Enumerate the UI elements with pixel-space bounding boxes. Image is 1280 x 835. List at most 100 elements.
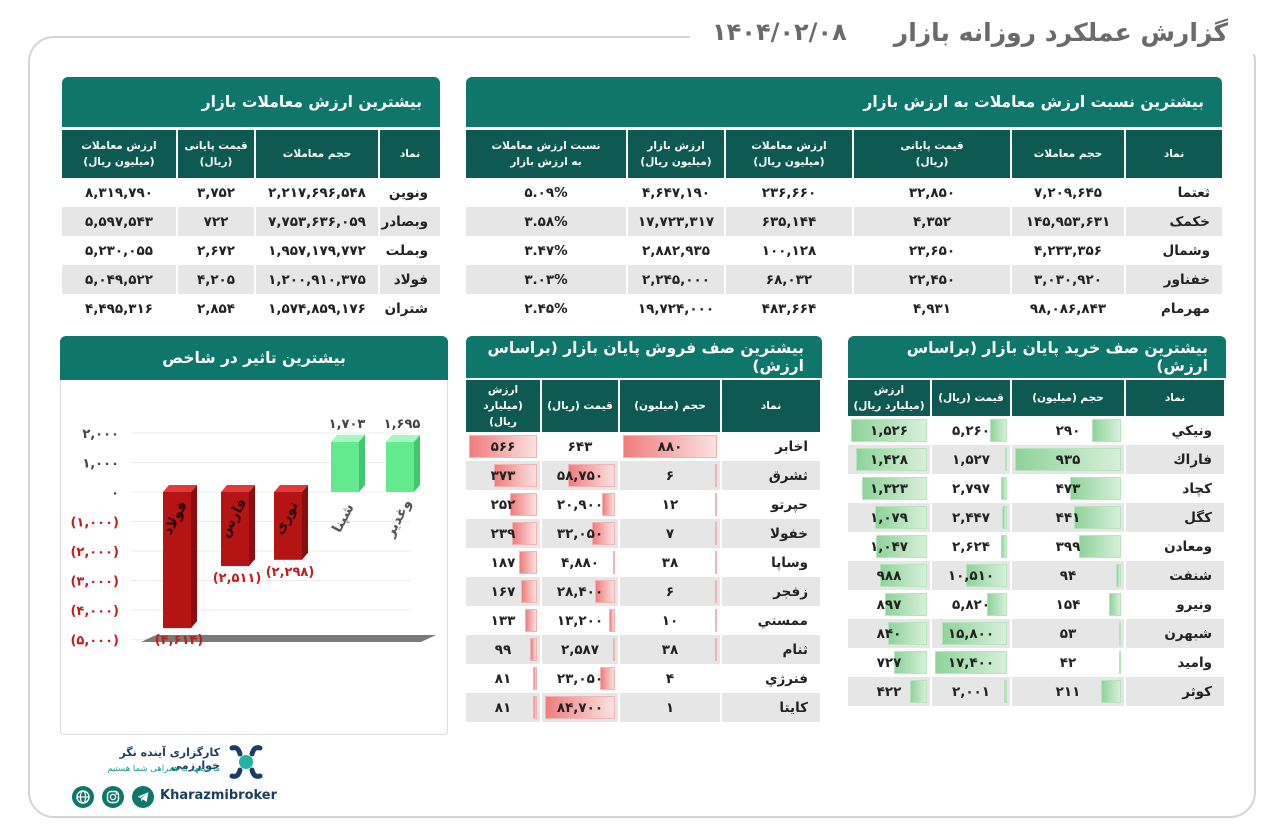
bar-side [359, 434, 365, 492]
bar-فارس [221, 492, 249, 567]
value-cell: ۹۹ [466, 635, 540, 664]
symbol-cell: واميد [1124, 648, 1224, 677]
cell-value: ۱۷,۴۰۰ [947, 654, 995, 671]
value-cell: ۲,۸۸۲,۹۳۵ [626, 236, 724, 265]
table-row: فاراك ۹۳۵ ۱,۵۲۷ ۱,۴۲۸ [848, 445, 1224, 474]
instagram-icon[interactable] [102, 786, 124, 808]
symbol-cell: كوثر [1124, 677, 1224, 706]
y-tick-label: ۱,۰۰۰ [82, 457, 119, 472]
table-row: كايتا ۱ ۸۴,۷۰۰ ۸۱ [466, 693, 820, 722]
col-close: قیمت پایانی (ریال) [852, 130, 1010, 178]
cell-value: ۵,۲۶۰ [951, 422, 991, 439]
col-symbol: نماد [720, 380, 820, 432]
value-cell: ۱,۰۷۹ [848, 503, 930, 532]
value-cell: ۴,۸۸۰ [540, 548, 618, 577]
cell-value: ۱۵,۸۰۰ [947, 625, 995, 642]
value-cell: ۹۸,۰۸۶,۸۴۳ [1010, 294, 1124, 323]
value-cell: ۶ [618, 461, 720, 490]
value-bar [715, 580, 717, 603]
table-row: خفناور ۳,۰۳۰,۹۲۰ ۲۲,۴۵۰ ۶۸,۰۳۲ ۲,۲۴۵,۰۰۰ ۳.۰۳… [466, 265, 1222, 294]
cell-value: ۱۰,۵۱۰ [947, 567, 995, 584]
cell-value: ۱۶۷ [490, 583, 516, 600]
symbol-cell: اخابر [720, 432, 820, 461]
value-cell: ۵,۸۲۰ [930, 590, 1010, 619]
col-volume: حجم (میلیون) [1010, 380, 1124, 416]
col-symbol: نماد [378, 130, 440, 178]
table-row: خفولا ۷ ۳۲,۰۵۰ ۲۳۹ [466, 519, 820, 548]
value-bar [608, 609, 615, 632]
col-market-value: ارزش بازار (میلیون ریال) [626, 130, 724, 178]
symbol-cell: كايتا [720, 693, 820, 722]
value-bar [887, 622, 927, 645]
value-cell: ۹۴ [1010, 561, 1124, 590]
value-bar [879, 564, 927, 587]
value-bar [520, 580, 537, 603]
value-cell: ۴,۲۳۳,۳۵۶ [1010, 236, 1124, 265]
bar-value-label: (۴,۶۱۴) [155, 633, 204, 648]
value-cell: ۱۵,۸۰۰ [930, 619, 1010, 648]
category-label: وغدیر [381, 497, 415, 541]
cell-value: ۱,۵۲۶ [869, 422, 909, 439]
value-bar [966, 564, 1007, 587]
cell-value: ۶۴۳ [567, 438, 593, 455]
value-bar [1115, 564, 1121, 587]
table-row: كچاد ۴۷۳ ۲,۷۹۷ ۱,۳۲۳ [848, 474, 1224, 503]
value-bar [874, 506, 927, 529]
impact-title: بیشترین تاثیر در شاخص [60, 336, 448, 380]
value-cell: ۳۸ [618, 635, 720, 664]
cell-value: ۸۹۷ [876, 596, 902, 613]
value-bar [1069, 477, 1121, 500]
table-row: ممسني ۱۰ ۱۳,۲۰۰ ۱۳۳ [466, 606, 820, 635]
cell-value: ۳۸ [661, 554, 679, 571]
value-cell: ۵۳ [1010, 619, 1124, 648]
value-cell: ۵,۲۶۰ [930, 416, 1010, 445]
table-row: وبملت ۱,۹۵۷,۱۷۹,۷۷۲ ۲,۶۷۲ ۵,۲۳۰,۰۵۵ [62, 236, 440, 265]
value-cell: ۲۳,۶۵۰ [852, 236, 1010, 265]
table-row: وبصادر ۷,۷۵۳,۶۳۶,۰۵۹ ۷۲۲ ۵,۵۹۷,۵۴۳ [62, 207, 440, 236]
cell-value: ۴۷۳ [1055, 480, 1081, 497]
value-bar [851, 419, 927, 442]
symbol-cell: مهرمام [1124, 294, 1222, 323]
value-cell: ۶۳۵,۱۴۴ [724, 207, 852, 236]
value-bar [532, 667, 537, 690]
value-bar [1078, 535, 1121, 558]
value-cell: ۲۵۲ [466, 490, 540, 519]
broker-logo-icon [229, 745, 263, 779]
web-icon[interactable] [72, 786, 94, 808]
value-bar [613, 638, 615, 661]
value-bar [1005, 448, 1007, 471]
value-cell: ۴ [618, 664, 720, 693]
value-cell: ۱۳۳ [466, 606, 540, 635]
table-row: شبهرن ۵۳ ۱۵,۸۰۰ ۸۴۰ [848, 619, 1224, 648]
table-row: فنرژي ۴ ۲۳,۰۵۰ ۸۱ [466, 664, 820, 693]
value-cell: ۱,۳۲۳ [848, 474, 930, 503]
value-cell: ۲,۷۹۷ [930, 474, 1010, 503]
symbol-cell: كگل [1124, 503, 1224, 532]
value-cell: ۵۶۶ [466, 432, 540, 461]
cell-value: ۱۳۳ [490, 612, 516, 629]
cell-value: ۲,۵۸۷ [560, 641, 600, 658]
symbol-cell: فاراك [1124, 445, 1224, 474]
value-bar [715, 522, 717, 545]
symbol-cell: ومعادن [1124, 532, 1224, 561]
cell-value: ۹۴ [1059, 567, 1077, 584]
value-cell: ۳,۰۳۰,۹۲۰ [1010, 265, 1124, 294]
cell-value: ۸۸۰ [657, 438, 683, 455]
cell-value: ۳۷۳ [490, 467, 516, 484]
col-trade-value: ارزش معاملات (میلیون ریال) [724, 130, 852, 178]
value-cell: ۳۷۳ [466, 461, 540, 490]
bar-top [163, 485, 197, 492]
col-ratio: نسبت ارزش معاملات به ارزش بازار [466, 130, 626, 178]
col-volume: حجم معاملات [254, 130, 378, 178]
symbol-cell: وشمال [1124, 236, 1222, 265]
value-bar [532, 696, 537, 719]
value-cell: ۱۸۷ [466, 548, 540, 577]
cell-value: ۵۳ [1059, 625, 1077, 642]
cell-value: ۱۳,۲۰۰ [556, 612, 604, 629]
telegram-icon[interactable] [132, 786, 154, 808]
cell-value: ۶ [665, 583, 675, 600]
buy-queue-title: بیشترین صف خرید پایان بازار (براساس ارزش… [848, 336, 1226, 378]
symbol-cell: فولاد [378, 265, 440, 294]
cell-value: ۲۱۱ [1055, 683, 1081, 700]
table-row: شنفت ۹۴ ۱۰,۵۱۰ ۹۸۸ [848, 561, 1224, 590]
